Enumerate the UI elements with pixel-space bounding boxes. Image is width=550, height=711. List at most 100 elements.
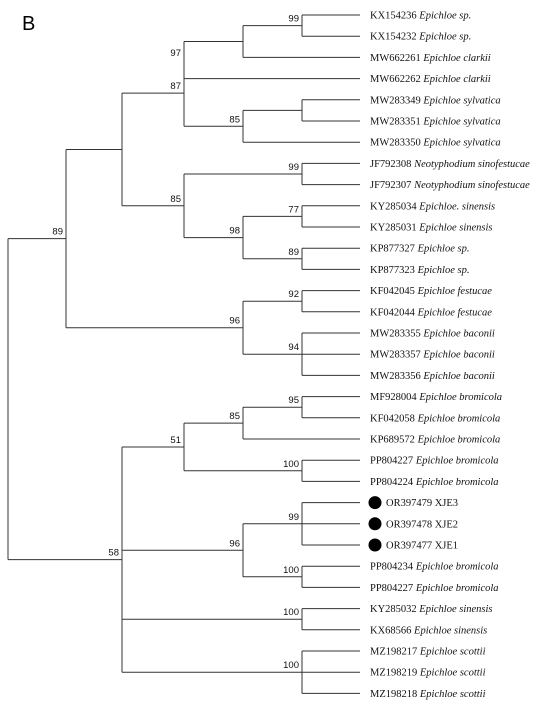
bootstrap-value: 99 bbox=[288, 162, 299, 173]
tree-branches bbox=[7, 14, 360, 694]
taxon-label: MW662261 Epichloe clarkii bbox=[370, 53, 491, 64]
bootstrap-value: 100 bbox=[283, 565, 299, 576]
taxon-species: Epichloe bromicola bbox=[415, 562, 499, 573]
taxon-labels: KX154236 Epichloe sp. KX154232 Epichloe s… bbox=[370, 11, 530, 700]
taxon-accession: OR397479 bbox=[386, 498, 435, 509]
bootstrap-value: 100 bbox=[283, 607, 299, 618]
taxon-species: Epichloe sylvatica bbox=[422, 95, 500, 106]
bootstrap-value: 92 bbox=[288, 289, 299, 300]
taxon-label: KY285031 Epichloe sinensis bbox=[370, 223, 493, 234]
taxon-label: MW283356 Epichloe baconii bbox=[370, 371, 495, 382]
taxon-species: Epichloe bromicola bbox=[418, 392, 502, 403]
taxon-accession: KP877327 bbox=[370, 244, 418, 255]
bootstrap-value: 99 bbox=[288, 512, 299, 523]
taxon-species: XJE2 bbox=[435, 519, 458, 530]
bootstrap-values: 99 97 85 87 99 77 89 98 85 92 94 96 89 95 85 100 51 99 100… bbox=[52, 14, 299, 672]
taxon-species: Epichloe sylvatica bbox=[422, 138, 500, 149]
panel-label: B bbox=[22, 13, 35, 35]
taxon-species: Epichloe baconii bbox=[422, 350, 495, 361]
bootstrap-value: 87 bbox=[170, 81, 181, 92]
taxon-accession: MW283350 bbox=[370, 138, 423, 149]
taxon-label: PP804224 Epichloe bromicola bbox=[370, 477, 499, 488]
taxon-species: Epichloe clarkii bbox=[422, 74, 490, 85]
taxon-species: Epichloe sp. bbox=[418, 11, 471, 22]
taxon-species: Epichloe baconii bbox=[422, 329, 495, 340]
taxon-accession: MZ198218 bbox=[370, 689, 420, 700]
taxon-species: Epichloe sinensis bbox=[418, 604, 492, 615]
taxon-label: PP804227 Epichloe bromicola bbox=[370, 583, 499, 594]
taxon-label: OR397477 XJE1 bbox=[386, 541, 458, 552]
taxon-species: Epichloe. sinensis bbox=[418, 201, 495, 212]
bootstrap-value: 85 bbox=[229, 114, 240, 125]
bootstrap-value: 51 bbox=[170, 435, 181, 446]
taxon-accession: JF792308 bbox=[370, 159, 414, 170]
taxon-accession: PP804224 bbox=[370, 477, 416, 488]
taxon-accession: MW283349 bbox=[370, 95, 423, 106]
taxon-label: MF928004 Epichloe bromicola bbox=[370, 392, 502, 403]
taxon-label: MW283349 Epichloe sylvatica bbox=[370, 95, 501, 106]
taxon-accession: MW283356 bbox=[370, 371, 423, 382]
taxon-accession: MZ198219 bbox=[370, 668, 420, 679]
taxon-label: MW283355 Epichloe baconii bbox=[370, 329, 495, 340]
bootstrap-value: 85 bbox=[170, 194, 181, 205]
taxon-species: XJE3 bbox=[435, 498, 458, 509]
taxon-accession: KP689572 bbox=[370, 435, 418, 446]
taxon-species: Epichloe sylvatica bbox=[422, 117, 500, 128]
taxon-label: PP804227 Epichloe bromicola bbox=[370, 456, 499, 467]
taxon-species: Epichloe sp. bbox=[417, 265, 470, 276]
taxon-label: KF042044 Epichloe festucae bbox=[370, 307, 492, 318]
taxon-label: MZ198218 Epichloe scottii bbox=[370, 689, 486, 700]
taxon-label: KP877323 Epichloe sp. bbox=[370, 265, 469, 276]
taxon-species: Epichloe bromicola bbox=[417, 435, 501, 446]
taxon-accession: MW283357 bbox=[370, 350, 423, 361]
taxon-species: Epichloe festucae bbox=[417, 286, 493, 297]
taxon-label: KF042045 Epichloe festucae bbox=[370, 286, 492, 297]
taxon-label: MW283350 Epichloe sylvatica bbox=[370, 138, 501, 149]
bootstrap-value: 98 bbox=[229, 226, 240, 237]
taxon-accession: KY285032 bbox=[370, 604, 419, 615]
taxon-label: KY285032 Epichloe sinensis bbox=[370, 604, 493, 615]
taxon-label: MW662262 Epichloe clarkii bbox=[370, 74, 491, 85]
taxon-accession: KF042045 bbox=[370, 286, 418, 297]
taxon-accession: PP804227 bbox=[370, 456, 416, 467]
taxon-species: Epichloe festucae bbox=[417, 307, 493, 318]
taxon-accession: PP804227 bbox=[370, 583, 416, 594]
bootstrap-value: 97 bbox=[170, 48, 181, 59]
taxon-species: Epichloe sinensis bbox=[413, 625, 487, 636]
taxon-accession: KY285034 bbox=[370, 201, 419, 212]
taxon-label: MW283357 Epichloe baconii bbox=[370, 350, 495, 361]
taxon-accession: MW283351 bbox=[370, 117, 423, 128]
taxon-accession: KF042044 bbox=[370, 307, 418, 318]
taxon-species: Epichloe bromicola bbox=[415, 477, 499, 488]
taxon-species: Epichloe sp. bbox=[417, 244, 470, 255]
sample-dot-icon bbox=[368, 538, 382, 552]
taxon-species: Epichloe bromicola bbox=[417, 413, 501, 424]
taxon-label: KP689572 Epichloe bromicola bbox=[370, 435, 500, 446]
taxon-label: KX154236 Epichloe sp. bbox=[370, 11, 471, 22]
taxon-label: KX68566 Epichloe sinensis bbox=[370, 625, 487, 636]
bootstrap-value: 96 bbox=[229, 538, 240, 549]
taxon-accession: KP877323 bbox=[370, 265, 418, 276]
taxon-accession: MZ198217 bbox=[370, 647, 420, 658]
taxon-label: KP877327 Epichloe sp. bbox=[370, 244, 469, 255]
sample-markers bbox=[368, 496, 382, 552]
taxon-label: KX154232 Epichloe sp. bbox=[370, 32, 471, 43]
taxon-species: Neotyphodium sinofestucae bbox=[413, 159, 530, 170]
taxon-species: Epichloe bromicola bbox=[415, 583, 499, 594]
bootstrap-value: 89 bbox=[288, 247, 299, 258]
taxon-accession: MF928004 bbox=[370, 392, 419, 403]
taxon-accession: OR397478 bbox=[386, 519, 435, 530]
taxon-label: MZ198219 Epichloe scottii bbox=[370, 668, 486, 679]
bootstrap-value: 85 bbox=[229, 411, 240, 422]
taxon-species: Epichloe clarkii bbox=[422, 53, 490, 64]
taxon-accession: KX154232 bbox=[370, 32, 419, 43]
taxon-label: OR397479 XJE3 bbox=[386, 498, 458, 509]
taxon-species: Epichloe sinensis bbox=[418, 223, 492, 234]
taxon-accession: MW662262 bbox=[370, 74, 423, 85]
taxon-species: Epichloe scottii bbox=[419, 647, 486, 658]
taxon-label: JF792307 Neotyphodium sinofestucae bbox=[370, 180, 530, 191]
taxon-label: OR397478 XJE2 bbox=[386, 519, 458, 530]
taxon-species: XJE1 bbox=[435, 541, 458, 552]
taxon-species: Epichloe bromicola bbox=[415, 456, 499, 467]
